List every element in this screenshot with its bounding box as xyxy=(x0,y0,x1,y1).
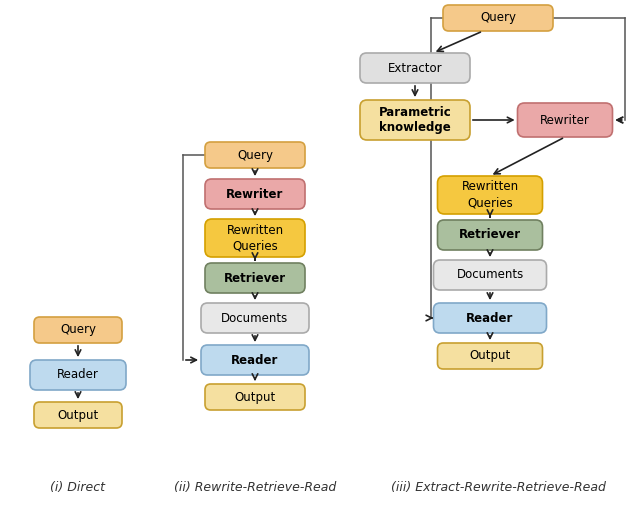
Text: Reader: Reader xyxy=(57,368,99,382)
FancyBboxPatch shape xyxy=(34,402,122,428)
Text: Query: Query xyxy=(237,148,273,162)
Text: Reader: Reader xyxy=(231,354,278,366)
Text: Query: Query xyxy=(480,12,516,24)
Text: Documents: Documents xyxy=(221,311,289,325)
Text: (ii) Rewrite-Retrieve-Read: (ii) Rewrite-Retrieve-Read xyxy=(174,482,336,494)
Text: Query: Query xyxy=(60,324,96,336)
FancyBboxPatch shape xyxy=(201,345,309,375)
Text: Retriever: Retriever xyxy=(224,271,286,284)
Text: Documents: Documents xyxy=(456,269,524,281)
FancyBboxPatch shape xyxy=(433,303,547,333)
FancyBboxPatch shape xyxy=(433,260,547,290)
FancyBboxPatch shape xyxy=(30,360,126,390)
FancyBboxPatch shape xyxy=(438,343,543,369)
Text: Rewriter: Rewriter xyxy=(540,113,590,126)
Text: Rewritten
Queries: Rewritten Queries xyxy=(461,180,518,209)
Text: Retriever: Retriever xyxy=(459,229,521,241)
FancyBboxPatch shape xyxy=(205,263,305,293)
Text: Rewriter: Rewriter xyxy=(227,187,284,201)
Text: Parametric
knowledge: Parametric knowledge xyxy=(379,106,451,135)
FancyBboxPatch shape xyxy=(205,179,305,209)
FancyBboxPatch shape xyxy=(201,303,309,333)
Text: Reader: Reader xyxy=(467,311,514,325)
Text: (iii) Extract-Rewrite-Retrieve-Read: (iii) Extract-Rewrite-Retrieve-Read xyxy=(390,482,605,494)
FancyBboxPatch shape xyxy=(438,176,543,214)
Text: Output: Output xyxy=(58,408,99,422)
Text: (i) Direct: (i) Direct xyxy=(51,482,106,494)
Text: Rewritten
Queries: Rewritten Queries xyxy=(227,224,284,252)
FancyBboxPatch shape xyxy=(205,384,305,410)
FancyBboxPatch shape xyxy=(205,219,305,257)
FancyBboxPatch shape xyxy=(443,5,553,31)
FancyBboxPatch shape xyxy=(360,53,470,83)
Text: Output: Output xyxy=(234,391,276,403)
FancyBboxPatch shape xyxy=(205,142,305,168)
Text: Output: Output xyxy=(469,350,511,363)
FancyBboxPatch shape xyxy=(438,220,543,250)
FancyBboxPatch shape xyxy=(518,103,612,137)
FancyBboxPatch shape xyxy=(360,100,470,140)
FancyBboxPatch shape xyxy=(34,317,122,343)
Text: Extractor: Extractor xyxy=(388,61,442,75)
